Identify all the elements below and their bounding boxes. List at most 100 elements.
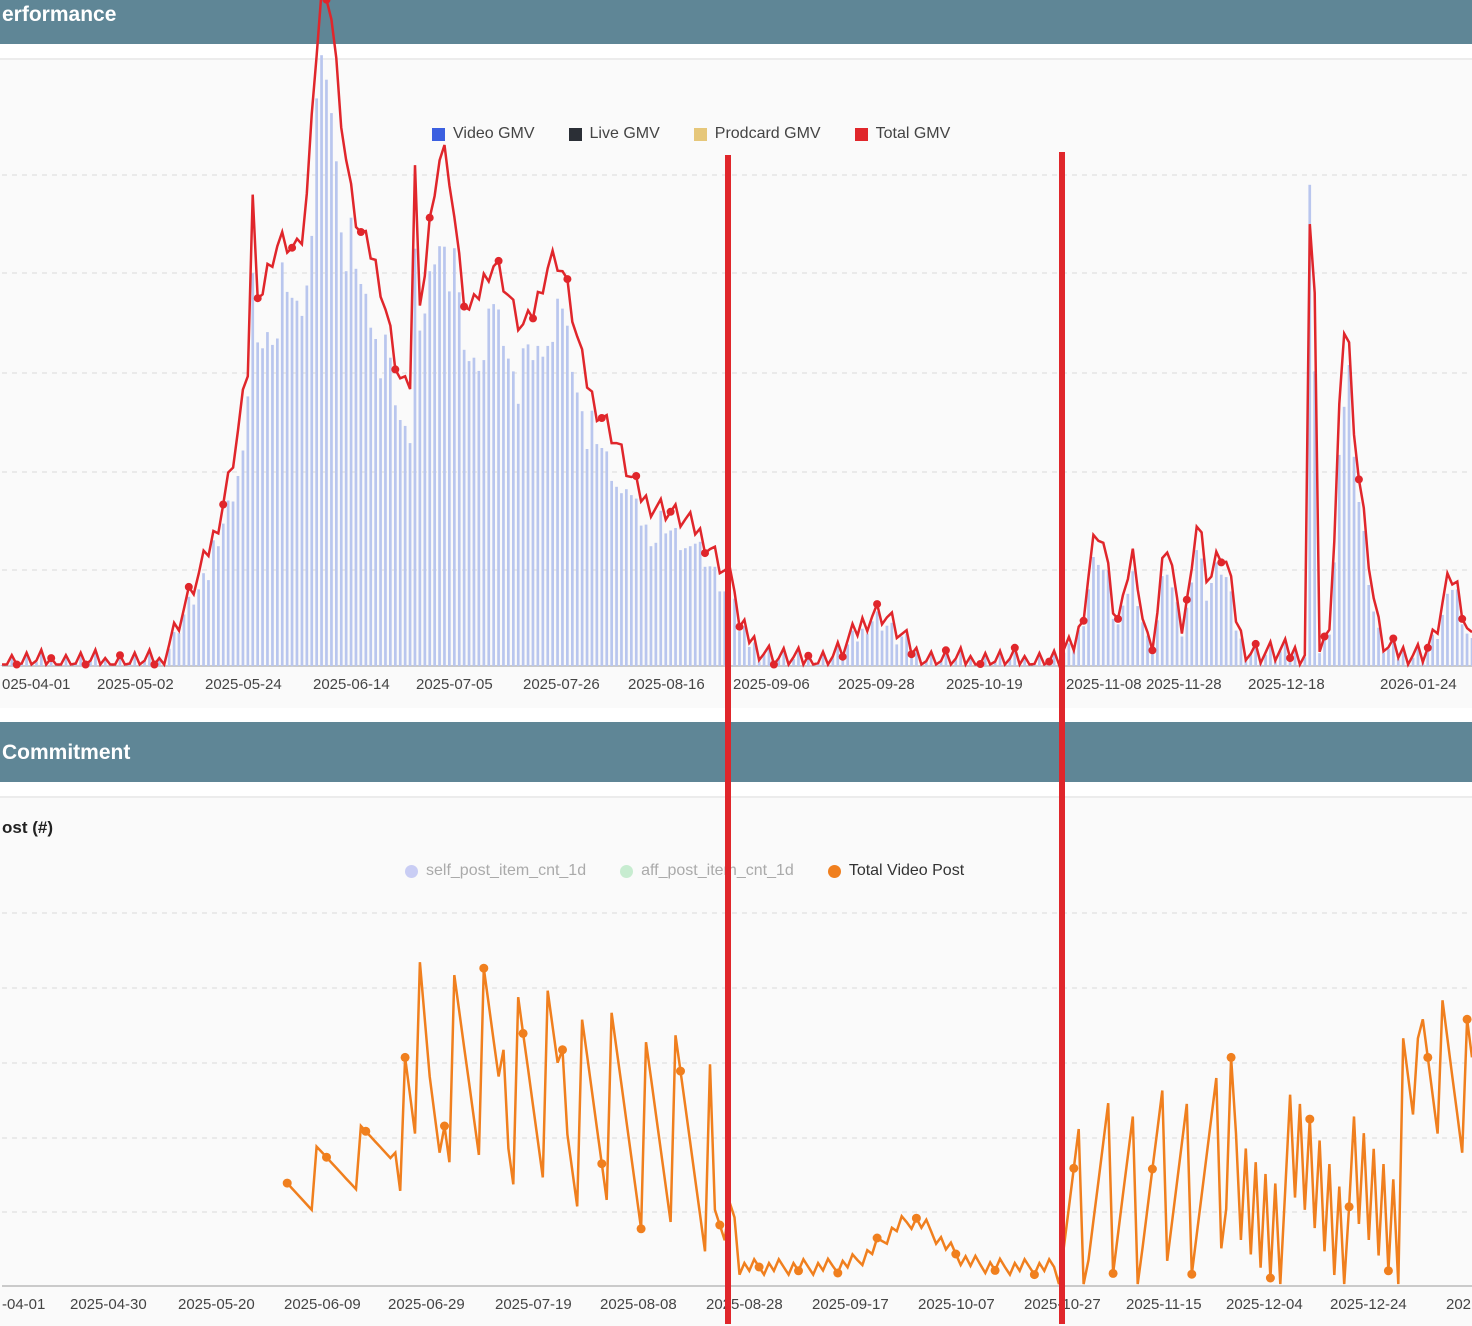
video-gmv-bar [693, 543, 697, 666]
video-gmv-bar [1160, 576, 1164, 666]
video-gmv-bar [816, 663, 820, 666]
legend-label-total-video-post: Total Video Post [848, 862, 965, 879]
video-gmv-bar [718, 591, 722, 666]
video-gmv-bar [806, 657, 810, 666]
video-gmv-bar [792, 659, 795, 666]
video-gmv-bar [1416, 645, 1420, 666]
total-video-post-point [558, 1045, 567, 1055]
video-gmv-bar [1141, 622, 1144, 666]
video-gmv-bar [620, 493, 623, 666]
commitment-section-header: Commitment [0, 722, 1472, 782]
post-x-tick-label: 2025-11-15 [1126, 1296, 1202, 1313]
video-gmv-bar [738, 631, 741, 666]
total-video-post-point [518, 1028, 528, 1038]
video-gmv-bar [969, 656, 972, 666]
total-video-post-point [1069, 1163, 1079, 1173]
video-gmv-bar [35, 662, 38, 666]
video-gmv-bar [1224, 577, 1228, 666]
video-gmv-bar [1052, 652, 1056, 666]
legend-item-prodcard-gmv[interactable]: Prodcard GMV [693, 125, 821, 143]
video-gmv-bar [226, 500, 230, 666]
video-gmv-bar [684, 548, 687, 666]
video-gmv-bar [713, 566, 717, 666]
video-gmv-bar [457, 292, 461, 666]
legend-item-total-video-post[interactable]: Total Video Post [827, 862, 965, 880]
legend-item-aff-post[interactable]: aff_post_item_cnt_1d [620, 862, 794, 880]
video-gmv-bar [1244, 660, 1248, 666]
video-gmv-bar [354, 268, 358, 666]
video-gmv-swatch [432, 127, 445, 141]
video-gmv-bar [1023, 657, 1026, 666]
video-gmv-bar [1111, 618, 1115, 666]
post-x-tick-label: 2025-07-19 [495, 1296, 572, 1313]
legend-label-aff-post: aff_post_item_cnt_1d [641, 862, 794, 879]
video-gmv-bar [1180, 636, 1184, 666]
total-video-post-point [597, 1159, 607, 1169]
video-gmv-bar [202, 573, 205, 666]
video-gmv-bar [236, 476, 240, 666]
video-gmv-bar [217, 546, 220, 666]
video-gmv-bar [330, 113, 333, 667]
video-gmv-bar [571, 371, 574, 666]
video-gmv-bar [167, 648, 171, 666]
total-gmv-point [1320, 632, 1329, 641]
total-video-post-point [1305, 1114, 1315, 1124]
video-gmv-bar [467, 361, 471, 666]
video-gmv-bar [752, 642, 756, 666]
total-video-post-point [872, 1233, 882, 1243]
video-gmv-bar [649, 546, 653, 666]
video-gmv-bar [1313, 371, 1316, 666]
video-gmv-bar [516, 403, 520, 666]
video-gmv-bar [541, 356, 545, 666]
video-gmv-bar [443, 246, 446, 666]
video-gmv-bar [1092, 557, 1095, 666]
video-gmv-bar [344, 271, 348, 666]
video-gmv-bar [1436, 639, 1439, 666]
video-gmv-bar [698, 541, 702, 666]
video-gmv-bar [1392, 641, 1395, 666]
video-gmv-bar [1333, 562, 1336, 666]
video-gmv-bar [590, 410, 594, 666]
video-gmv-bar [325, 79, 328, 666]
video-gmv-bar [659, 510, 663, 666]
video-gmv-bar [615, 486, 618, 666]
video-gmv-bar [1185, 607, 1189, 666]
video-gmv-bar [1106, 570, 1110, 666]
video-gmv-bar [172, 632, 176, 666]
total-gmv-point [1458, 614, 1467, 623]
video-gmv-bar [413, 248, 417, 666]
total-gmv-point [184, 582, 193, 591]
video-gmv-bar [880, 630, 884, 666]
video-gmv-bar [634, 498, 638, 666]
video-gmv-bar [94, 652, 97, 666]
post-x-tick-label: 202 [1446, 1296, 1471, 1313]
total-gmv-point [150, 660, 159, 669]
video-gmv-bar [1116, 624, 1120, 666]
video-gmv-bar [1323, 640, 1326, 666]
video-gmv-bar [782, 651, 786, 666]
total-gmv-point [1354, 475, 1363, 484]
video-gmv-bar [743, 626, 746, 666]
video-gmv-bar [502, 345, 505, 666]
legend-item-live-gmv[interactable]: Live GMV [568, 125, 660, 143]
total-video-post-point [400, 1052, 410, 1062]
total-gmv-point [1423, 643, 1432, 652]
video-gmv-bar [10, 656, 14, 666]
total-video-post-point [794, 1266, 803, 1276]
legend-item-video-gmv[interactable]: Video GMV [432, 125, 535, 143]
video-gmv-bar [910, 655, 913, 666]
legend-item-self-post[interactable]: self_post_item_cnt_1d [405, 862, 586, 880]
video-gmv-bar [939, 661, 943, 666]
video-gmv-bar [462, 349, 466, 666]
total-gmv-point [563, 275, 572, 284]
video-gmv-bar [1205, 600, 1208, 666]
video-gmv-bar [339, 232, 343, 666]
total-video-post-point [833, 1268, 843, 1278]
total-video-post-point [990, 1265, 1000, 1275]
video-gmv-bar [398, 420, 402, 666]
video-gmv-bar [1101, 569, 1105, 666]
post-x-tick-label: 2025-12-04 [1226, 1296, 1303, 1313]
legend-item-total-gmv[interactable]: Total GMV [854, 125, 950, 143]
video-gmv-bar [875, 611, 879, 666]
gmv-x-tick-label: 2025-09-28 [838, 676, 915, 693]
